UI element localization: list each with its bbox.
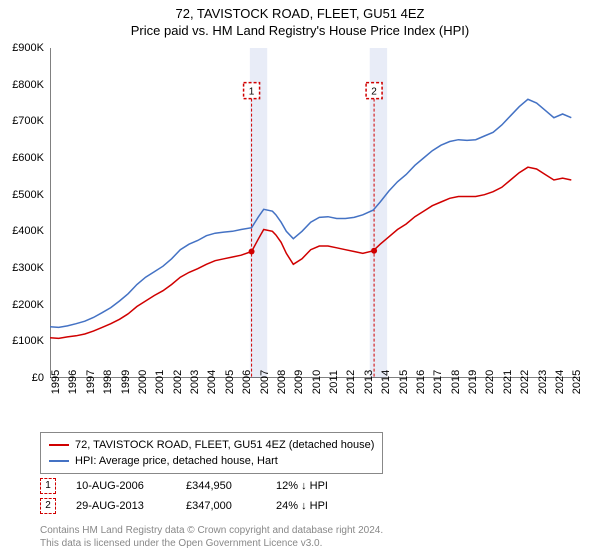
legend: 72, TAVISTOCK ROAD, FLEET, GU51 4EZ (det… xyxy=(40,432,383,474)
chart-title: 72, TAVISTOCK ROAD, FLEET, GU51 4EZ xyxy=(0,6,600,21)
y-tick-label: £300K xyxy=(12,262,44,274)
x-tick-label: 2001 xyxy=(154,370,166,394)
legend-item: 72, TAVISTOCK ROAD, FLEET, GU51 4EZ (det… xyxy=(49,437,374,453)
x-tick-label: 1999 xyxy=(120,370,132,394)
x-tick-label: 2010 xyxy=(311,370,323,394)
footer: Contains HM Land Registry data © Crown c… xyxy=(40,524,383,550)
x-tick-label: 2014 xyxy=(380,370,392,394)
table-row: 2 29-AUG-2013 £347,000 24% ↓ HPI xyxy=(40,498,366,514)
y-tick-label: £600K xyxy=(12,152,44,164)
footer-line: This data is licensed under the Open Gov… xyxy=(40,537,383,550)
x-tick-label: 2023 xyxy=(537,370,549,394)
chart-subtitle: Price paid vs. HM Land Registry's House … xyxy=(0,23,600,38)
marker-icon: 2 xyxy=(40,498,56,514)
x-tick-label: 2000 xyxy=(137,370,149,394)
x-tick-label: 2015 xyxy=(398,370,410,394)
y-axis: £0£100K£200K£300K£400K£500K£600K£700K£80… xyxy=(0,48,48,378)
y-tick-label: £200K xyxy=(12,299,44,311)
y-tick-label: £400K xyxy=(12,225,44,237)
sale-date: 10-AUG-2006 xyxy=(76,480,166,492)
x-tick-label: 2005 xyxy=(224,370,236,394)
legend-label: HPI: Average price, detached house, Hart xyxy=(75,453,278,469)
sale-date: 29-AUG-2013 xyxy=(76,500,166,512)
y-tick-label: £0 xyxy=(32,372,44,384)
x-tick-label: 2008 xyxy=(276,370,288,394)
plot-area: 12 xyxy=(50,48,580,378)
x-tick-label: 2013 xyxy=(363,370,375,394)
x-tick-label: 2003 xyxy=(189,370,201,394)
x-tick-label: 2012 xyxy=(345,370,357,394)
x-tick-label: 2018 xyxy=(450,370,462,394)
x-tick-label: 1995 xyxy=(50,370,62,394)
x-tick-label: 2021 xyxy=(502,370,514,394)
x-tick-label: 2016 xyxy=(415,370,427,394)
svg-text:1: 1 xyxy=(249,87,255,98)
y-tick-label: £900K xyxy=(12,42,44,54)
sale-price: £344,950 xyxy=(186,480,256,492)
svg-text:2: 2 xyxy=(371,87,377,98)
sale-delta: 12% ↓ HPI xyxy=(276,480,366,492)
legend-swatch xyxy=(49,444,69,446)
x-tick-label: 1998 xyxy=(102,370,114,394)
x-tick-label: 2017 xyxy=(432,370,444,394)
legend-swatch xyxy=(49,460,69,462)
marker-icon: 1 xyxy=(40,478,56,494)
x-tick-label: 2007 xyxy=(259,370,271,394)
sale-delta: 24% ↓ HPI xyxy=(276,500,366,512)
legend-item: HPI: Average price, detached house, Hart xyxy=(49,453,374,469)
chart-container: 72, TAVISTOCK ROAD, FLEET, GU51 4EZ Pric… xyxy=(0,0,600,560)
sales-table: 1 10-AUG-2006 £344,950 12% ↓ HPI 2 29-AU… xyxy=(40,478,366,518)
x-tick-label: 2006 xyxy=(241,370,253,394)
x-tick-label: 2011 xyxy=(328,370,340,394)
y-tick-label: £800K xyxy=(12,79,44,91)
x-tick-label: 2002 xyxy=(172,370,184,394)
table-row: 1 10-AUG-2006 £344,950 12% ↓ HPI xyxy=(40,478,366,494)
x-tick-label: 2022 xyxy=(519,370,531,394)
x-tick-label: 1997 xyxy=(85,370,97,394)
x-tick-label: 1996 xyxy=(67,370,79,394)
x-tick-label: 2020 xyxy=(484,370,496,394)
x-tick-label: 2009 xyxy=(293,370,305,394)
y-tick-label: £500K xyxy=(12,189,44,201)
x-tick-label: 2025 xyxy=(571,370,583,394)
x-axis: 1995199619971998199920002001200220032004… xyxy=(50,378,580,428)
title-block: 72, TAVISTOCK ROAD, FLEET, GU51 4EZ Pric… xyxy=(0,0,600,38)
sale-price: £347,000 xyxy=(186,500,256,512)
chart-svg: 12 xyxy=(50,48,580,378)
x-tick-label: 2024 xyxy=(554,370,566,394)
x-tick-label: 2004 xyxy=(206,370,218,394)
y-tick-label: £100K xyxy=(12,335,44,347)
y-tick-label: £700K xyxy=(12,115,44,127)
legend-label: 72, TAVISTOCK ROAD, FLEET, GU51 4EZ (det… xyxy=(75,437,374,453)
x-tick-label: 2019 xyxy=(467,370,479,394)
footer-line: Contains HM Land Registry data © Crown c… xyxy=(40,524,383,537)
